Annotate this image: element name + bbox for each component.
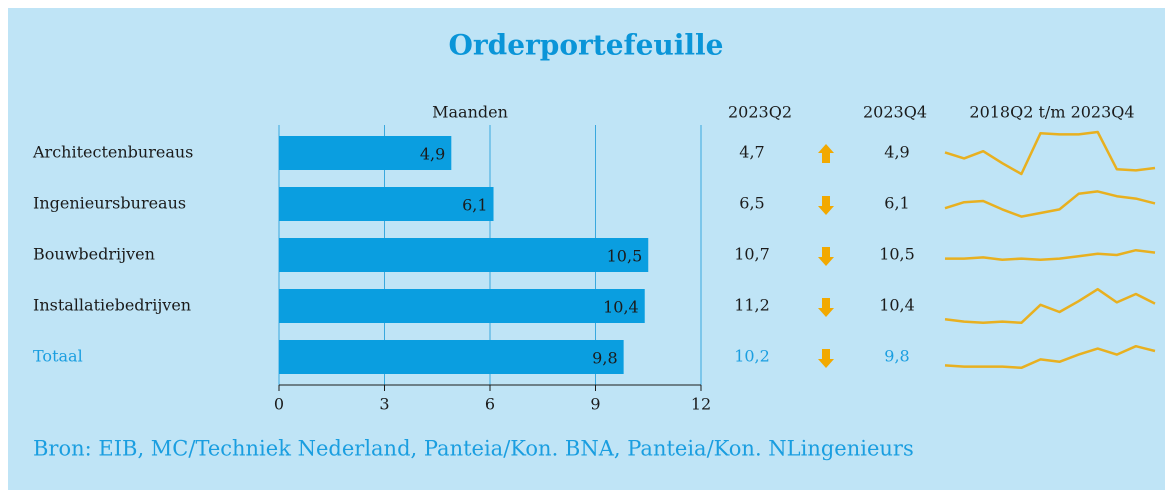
sparkline [945,248,1156,262]
q4-value: 4,9 [884,143,909,162]
q2-value: 11,2 [734,296,770,315]
category-label: Bouwbedrijven [33,245,155,264]
q4-value: 9,8 [884,347,909,366]
data-label: 6,1 [462,196,487,215]
sparkline [944,287,1156,325]
q2-value: 10,7 [734,245,770,264]
x-tick-label: 12 [691,395,711,414]
category-label: Architectenbureaus [32,143,193,162]
bar [279,238,649,272]
axis-label: Maanden [432,103,508,122]
x-tick-label: 6 [485,395,495,414]
bar [279,187,494,221]
x-tick-label: 9 [590,395,600,414]
bar [279,136,452,170]
column-header: 2023Q2 [728,103,792,122]
q4-value: 6,1 [884,194,909,213]
category-label: Totaal [33,347,83,366]
trend-arrow [818,196,834,215]
data-label: 9,8 [592,349,617,368]
q2-value: 4,7 [739,143,764,162]
q2-value: 6,5 [739,194,764,213]
sparkline [944,190,1156,218]
column-header: 2018Q2 t/m 2023Q4 [969,103,1134,122]
q4-value: 10,5 [879,245,915,264]
q2-value: 10,2 [734,347,770,366]
trend-arrow [818,144,834,163]
sparkline [944,130,1156,176]
trend-arrow [818,298,834,317]
trend-arrow [818,247,834,266]
bar [279,340,624,374]
x-tick-label: 0 [274,395,284,414]
trend-arrow [818,349,834,368]
source: Bron: EIB, MC/Techniek Nederland, Pantei… [33,437,914,461]
q4-value: 10,4 [879,296,915,315]
bar [279,289,645,323]
category-label: Installatiebedrijven [33,296,191,315]
x-tick-label: 3 [379,395,389,414]
chart-title: Orderportefeuille [449,29,724,62]
category-label: Ingenieursbureaus [33,194,186,213]
data-label: 10,5 [607,247,643,266]
data-label: 10,4 [603,298,639,317]
data-label: 4,9 [420,145,445,164]
sparkline [944,344,1156,370]
column-header: 2023Q4 [863,103,927,122]
